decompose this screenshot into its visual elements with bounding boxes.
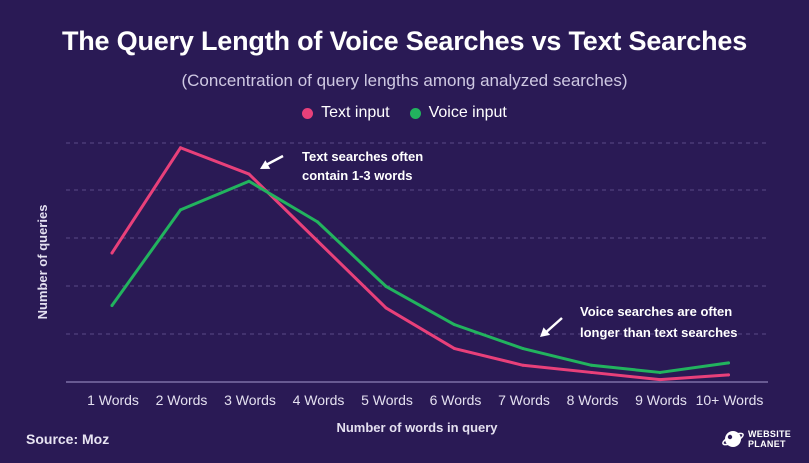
y-axis-label: Number of queries <box>35 205 50 320</box>
data-point-s1-6 <box>521 347 525 351</box>
annotation-1-arrow-shaft <box>543 317 563 335</box>
x-tick-label-3: 4 Words <box>293 392 345 408</box>
data-point-s0-0 <box>110 251 114 255</box>
data-point-s1-8 <box>658 370 662 374</box>
legend-item-voice: Voice input <box>409 104 507 122</box>
logo-text: WEBSITE PLANET <box>748 429 791 449</box>
legend-dot-voice <box>409 107 421 119</box>
source-note: Source: Moz <box>26 431 110 447</box>
data-point-s1-0 <box>110 304 114 308</box>
x-tick-label-5: 6 Words <box>430 392 482 408</box>
data-point-s0-3 <box>316 239 319 243</box>
data-point-s0-9 <box>727 373 730 377</box>
legend-label-voice: Voice input <box>428 104 507 121</box>
planet-logo-icon <box>722 431 744 447</box>
data-point-s0-6 <box>521 363 525 367</box>
x-tick-label-2: 3 Words <box>224 392 276 408</box>
data-point-s1-9 <box>727 361 730 365</box>
annotation-1-arrow-icon <box>540 327 551 337</box>
data-point-s1-7 <box>590 363 593 367</box>
x-tick-label-1: 2 Words <box>156 392 208 408</box>
data-point-s1-4 <box>384 284 388 288</box>
website-planet-logo: WEBSITE PLANET <box>722 428 791 450</box>
data-point-s1-1 <box>179 208 182 212</box>
annotation-0-arrow-icon <box>260 160 271 169</box>
data-point-s1-3 <box>316 220 319 224</box>
x-axis-label: Number of words in query <box>336 420 498 435</box>
chart-subtitle: (Concentration of query lengths among an… <box>181 71 628 90</box>
series-line-0 <box>110 146 730 382</box>
legend: Text input Voice input <box>0 104 809 122</box>
x-tick-label-9: 10+ Words <box>696 392 764 408</box>
data-point-s1-5 <box>453 323 456 327</box>
logo-line-2: PLANET <box>748 439 786 449</box>
legend-dot-text <box>302 107 314 119</box>
chart-title: The Query Length of Voice Searches vs Te… <box>61 26 748 56</box>
data-point-s0-4 <box>384 306 388 310</box>
data-point-s0-7 <box>590 370 593 374</box>
data-point-s1-2 <box>247 179 251 183</box>
logo-line-1: WEBSITE <box>748 429 792 439</box>
x-tick-label-4: 5 Words <box>361 392 413 408</box>
data-point-s0-1 <box>179 146 182 150</box>
data-point-s0-2 <box>247 172 251 176</box>
series-line-1 <box>110 179 730 374</box>
x-tick-label-6: 7 Words <box>498 392 550 408</box>
data-point-s0-8 <box>658 378 662 382</box>
annotation-1-line-1: Voice searches are often <box>580 304 732 319</box>
legend-label-text: Text input <box>321 104 390 121</box>
annotation-0-line-2: contain 1-3 words <box>302 168 413 183</box>
x-tick-label-8: 9 Words <box>635 392 687 408</box>
annotation-0-line-1: Text searches often <box>302 149 423 164</box>
x-tick-label-7: 8 Words <box>567 392 619 408</box>
data-point-s0-5 <box>453 347 456 351</box>
x-tick-label-0: 1 Words <box>87 392 139 408</box>
legend-item-text: Text input <box>302 104 390 122</box>
annotation-1-line-2: longer than text searches <box>580 325 738 340</box>
